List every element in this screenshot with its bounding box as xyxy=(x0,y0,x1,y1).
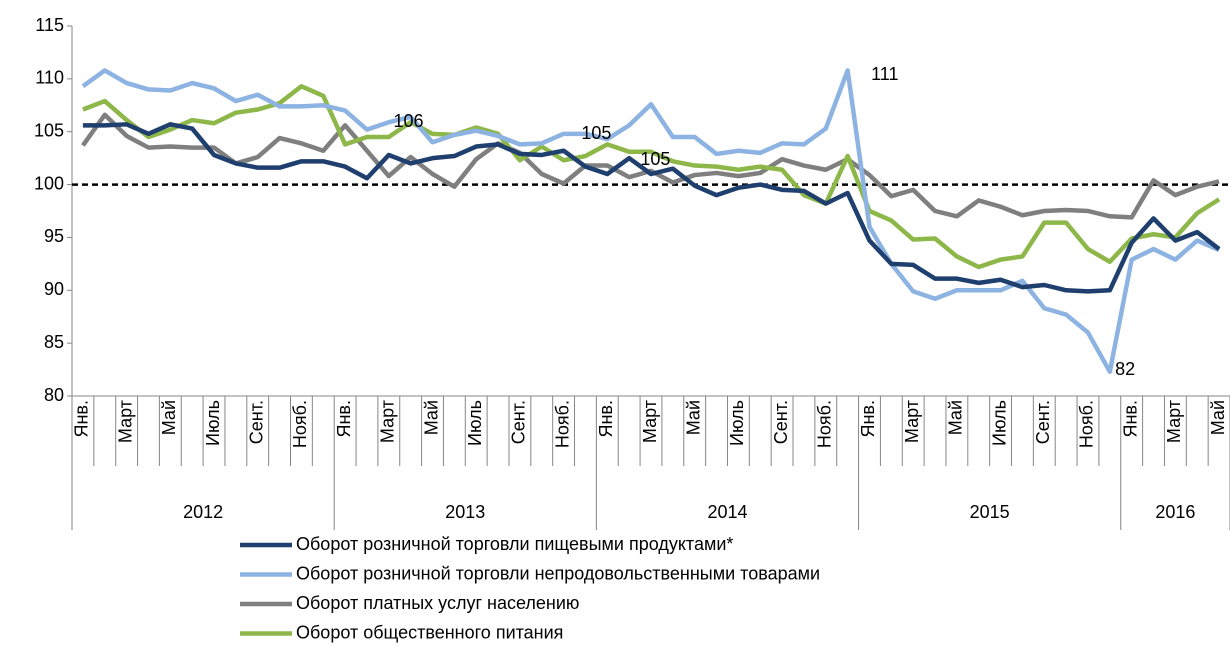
annotation: 106 xyxy=(393,111,423,131)
annotation: 105 xyxy=(640,149,670,169)
annotation: 82 xyxy=(1115,359,1135,379)
year-label: 2013 xyxy=(445,502,485,522)
x-tick-label: Янв. xyxy=(858,400,878,438)
x-tick-label: Июль xyxy=(989,400,1009,446)
x-tick-label: Июль xyxy=(727,400,747,446)
x-tick-label: Янв. xyxy=(596,400,616,438)
y-tick-label: 90 xyxy=(44,279,64,299)
x-tick-label: Янв. xyxy=(1120,400,1140,438)
y-tick-label: 105 xyxy=(34,120,64,140)
x-tick-label: Нояб. xyxy=(1077,400,1097,448)
x-tick-label: Май xyxy=(683,400,703,435)
x-tick-label: Март xyxy=(378,400,398,443)
x-tick-label: Сент. xyxy=(509,400,529,444)
x-tick-label: Сент. xyxy=(1033,400,1053,444)
series-line xyxy=(81,112,1220,220)
x-tick-label: Нояб. xyxy=(815,400,835,448)
y-tick-label: 95 xyxy=(44,226,64,246)
y-tick-label: 110 xyxy=(35,68,64,88)
x-tick-label: Март xyxy=(640,400,660,443)
legend-label: Оборот платных услуг населению xyxy=(296,593,579,613)
series-line xyxy=(82,122,1221,294)
x-tick-label: Май xyxy=(159,400,179,435)
x-tick-label: Март xyxy=(115,400,135,443)
x-tick-label: Нояб. xyxy=(290,400,310,448)
series-line xyxy=(81,68,1220,374)
x-tick-label: Май xyxy=(946,400,966,435)
year-label: 2014 xyxy=(707,502,747,522)
series-line xyxy=(82,84,1221,270)
x-tick-label: Май xyxy=(421,400,441,435)
legend-label: Оборот розничной торговли непродовольств… xyxy=(296,563,820,583)
x-tick-label: Сент. xyxy=(771,400,791,444)
year-label: 2012 xyxy=(183,502,223,522)
year-label: 2016 xyxy=(1155,502,1195,522)
y-tick-label: 80 xyxy=(44,385,64,405)
x-tick-label: Март xyxy=(902,400,922,443)
x-tick-label: Нояб. xyxy=(552,400,572,448)
x-tick-label: Янв. xyxy=(72,400,92,438)
x-tick-label: Сент. xyxy=(246,400,266,444)
x-tick-label: Июль xyxy=(465,400,485,446)
x-tick-label: Июль xyxy=(203,400,223,446)
y-tick-label: 115 xyxy=(35,15,64,35)
year-label: 2015 xyxy=(970,502,1010,522)
x-tick-label: Май xyxy=(1208,400,1228,435)
y-tick-label: 85 xyxy=(44,332,64,352)
legend-label: Оборот общественного питания xyxy=(296,622,563,642)
y-tick-label: 100 xyxy=(34,173,64,193)
annotation: 105 xyxy=(581,123,611,143)
legend-label: Оборот розничной торговли пищевыми проду… xyxy=(296,534,733,554)
annotation: 111 xyxy=(871,64,898,84)
x-tick-label: Март xyxy=(1164,400,1184,443)
x-tick-label: Янв. xyxy=(334,400,354,438)
